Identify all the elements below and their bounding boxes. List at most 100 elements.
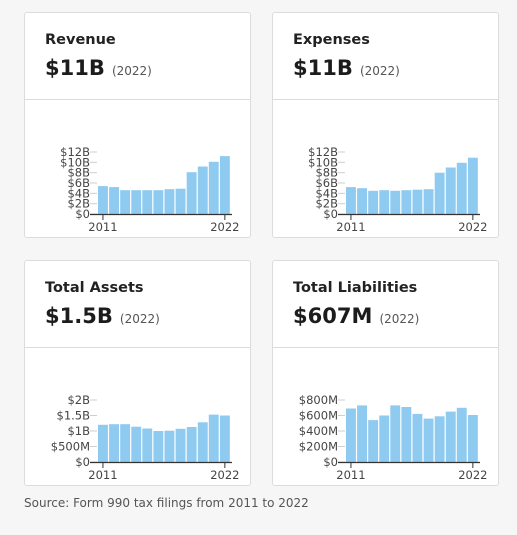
bar xyxy=(120,190,131,214)
bar xyxy=(434,172,445,214)
y-tick-label: $200M xyxy=(299,440,338,454)
card-title: Revenue xyxy=(45,32,116,48)
bar xyxy=(208,414,219,462)
bar xyxy=(197,422,208,462)
card-value-row: $1.5B (2022) xyxy=(45,305,250,330)
bar xyxy=(98,424,108,462)
bar xyxy=(175,188,186,214)
y-tick-label: $6B xyxy=(67,176,90,190)
card-year: (2022) xyxy=(359,64,400,78)
x-tick-label: 2022 xyxy=(210,220,239,234)
revenue-card: Revenue $11B (2022) $12B $10B $8B $6B $4B $2B… xyxy=(24,12,251,238)
y-tick-label: $4B xyxy=(315,186,338,200)
x-tick-label: 2022 xyxy=(458,220,487,234)
bar xyxy=(412,413,423,462)
bar xyxy=(357,405,367,462)
bar xyxy=(467,415,478,462)
bar xyxy=(390,190,401,215)
bar xyxy=(175,428,186,462)
bar xyxy=(98,186,108,214)
x-tick-label: 2011 xyxy=(336,468,365,482)
bar xyxy=(423,418,434,462)
card-header: Total Liabilities $607M (2022) xyxy=(273,261,498,348)
bar xyxy=(379,415,390,462)
card-title: Total Liabilities xyxy=(293,280,418,296)
card-header: Expenses $11B (2022) xyxy=(273,13,498,100)
bar xyxy=(456,162,467,214)
source-note: Source: Form 990 tax filings from 2011 t… xyxy=(24,496,309,510)
y-tick-label: $600M xyxy=(299,409,338,423)
card-value-row: $11B (2022) xyxy=(45,57,250,82)
bar xyxy=(412,189,423,214)
bar xyxy=(109,424,119,462)
bar xyxy=(379,190,390,214)
bar xyxy=(142,190,153,214)
card-value: $1.5B xyxy=(45,304,113,328)
bar xyxy=(219,415,230,462)
card-value: $607M xyxy=(293,304,373,328)
bar xyxy=(120,424,131,462)
bar xyxy=(197,166,208,214)
y-tick-label: $0 xyxy=(323,207,338,221)
bar xyxy=(153,431,164,462)
card-value-row: $607M (2022) xyxy=(293,305,498,330)
bar xyxy=(131,190,142,214)
bar xyxy=(186,172,197,214)
card-title: Total Assets xyxy=(45,280,144,296)
y-tick-label: $2B xyxy=(315,197,338,211)
bar xyxy=(401,190,412,214)
y-tick-label: $1B xyxy=(67,424,90,438)
y-tick-label: $0 xyxy=(323,455,338,469)
card-year: (2022) xyxy=(119,312,160,326)
expenses-card: Expenses $11B (2022) $12B $10B $8B $6B $4B $2… xyxy=(272,12,499,238)
x-tick-label: 2011 xyxy=(336,220,365,234)
y-tick-label: $0 xyxy=(75,455,90,469)
bar xyxy=(390,405,401,462)
x-tick-label: 2022 xyxy=(210,468,239,482)
bar xyxy=(445,411,456,462)
total-liabilities-card: Total Liabilities $607M (2022) $800M $600… xyxy=(272,260,499,486)
bar xyxy=(219,156,230,214)
bar xyxy=(186,427,197,462)
y-tick-label: $400M xyxy=(299,424,338,438)
y-tick-label: $1.5B xyxy=(57,409,91,423)
bar xyxy=(423,189,434,214)
card-year: (2022) xyxy=(111,64,152,78)
y-tick-label: $2B xyxy=(67,197,90,211)
y-tick-label: $12B xyxy=(308,145,338,159)
card-value: $11B xyxy=(293,56,353,80)
card-value: $11B xyxy=(45,56,105,80)
bar xyxy=(445,167,456,214)
bar xyxy=(368,190,379,215)
y-tick-label: $4B xyxy=(67,186,90,200)
x-tick-label: 2011 xyxy=(88,468,117,482)
y-tick-label: $0 xyxy=(75,207,90,221)
bar xyxy=(357,188,367,214)
bar xyxy=(346,408,356,462)
bar xyxy=(346,187,356,214)
bar xyxy=(164,430,175,462)
y-tick-label: $10B xyxy=(60,155,90,169)
bar xyxy=(434,416,445,462)
bar xyxy=(109,187,119,214)
total-assets-card: Total Assets $1.5B (2022) $2B $1.5B $1B $50… xyxy=(24,260,251,486)
card-title: Expenses xyxy=(293,32,370,48)
card-header: Revenue $11B (2022) xyxy=(25,13,250,100)
card-header: Total Assets $1.5B (2022) xyxy=(25,261,250,348)
bar xyxy=(142,428,153,462)
bar xyxy=(467,157,478,214)
y-tick-label: $2B xyxy=(67,393,90,407)
x-tick-label: 2011 xyxy=(88,220,117,234)
y-tick-label: $800M xyxy=(299,393,338,407)
bar xyxy=(368,420,379,462)
x-tick-label: 2022 xyxy=(458,468,487,482)
y-tick-label: $500M xyxy=(51,440,90,454)
bar xyxy=(131,426,142,462)
y-tick-label: $6B xyxy=(315,176,338,190)
bar xyxy=(208,161,219,214)
card-value-row: $11B (2022) xyxy=(293,57,498,82)
